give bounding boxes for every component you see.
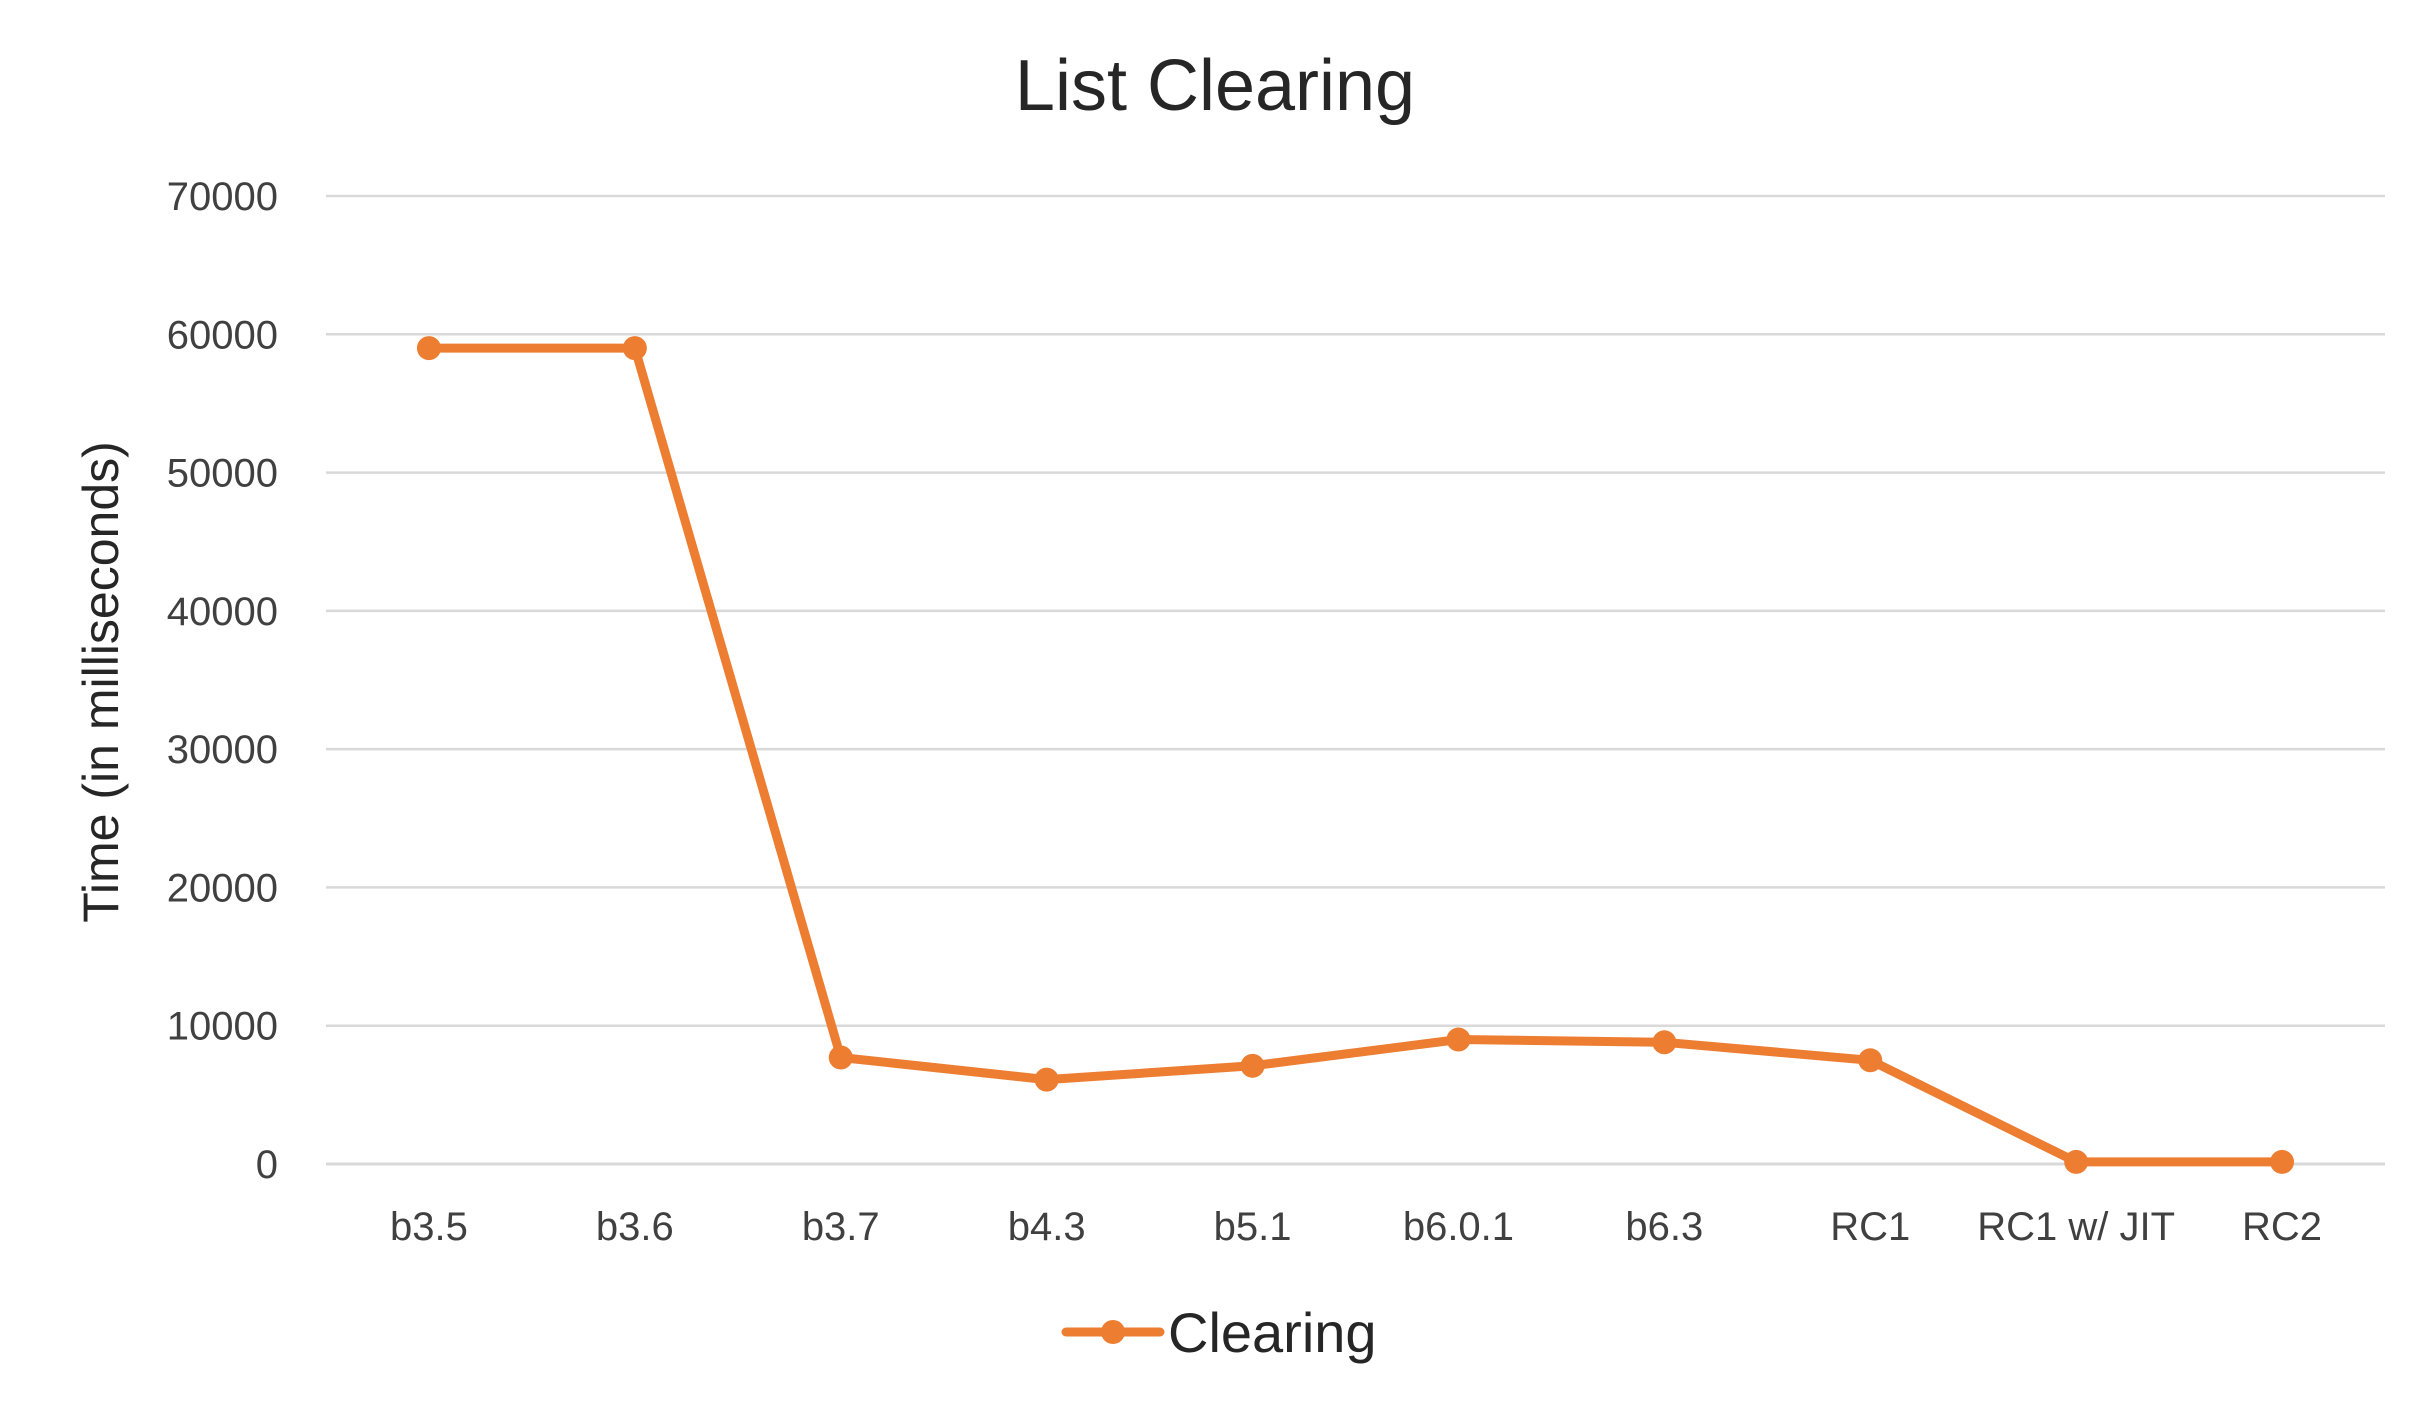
x-tick-label: RC2 — [2242, 1205, 2322, 1249]
y-tick-label-40000: 40000 — [167, 590, 278, 634]
x-tick-label: b3.5 — [390, 1205, 468, 1249]
data-point[interactable] — [2064, 1149, 2089, 1174]
data-point[interactable] — [1240, 1053, 1265, 1078]
data-point[interactable] — [1446, 1027, 1471, 1052]
y-tick-label-50000: 50000 — [167, 452, 278, 496]
y-tick-label-10000: 10000 — [167, 1005, 278, 1049]
y-tick-label-0: 0 — [256, 1143, 278, 1187]
legend-label-clearing: Clearing — [1168, 1301, 1377, 1364]
x-tick-label: b6.3 — [1625, 1205, 1703, 1249]
y-tick-label-30000: 30000 — [167, 728, 278, 772]
y-tick-label-70000: 70000 — [167, 175, 278, 219]
x-tick-label: b3.6 — [596, 1205, 674, 1249]
legend[interactable]: Clearing — [1061, 1301, 1377, 1364]
x-tick-label: b4.3 — [1008, 1205, 1086, 1249]
series-layer — [416, 336, 2295, 1174]
x-tick-label: b3.7 — [802, 1205, 880, 1249]
y-axis-tick-labels: 0 10000 20000 30000 40000 50000 60000 70000 — [167, 175, 278, 1187]
y-tick-label-60000: 60000 — [167, 313, 278, 357]
x-tick-label: RC1 w/ JIT — [1977, 1205, 2175, 1249]
data-point[interactable] — [1034, 1067, 1059, 1092]
x-tick-label: RC1 — [1830, 1205, 1910, 1249]
data-point[interactable] — [416, 336, 441, 361]
x-tick-label: b6.0.1 — [1403, 1205, 1514, 1249]
data-point[interactable] — [1858, 1048, 1883, 1073]
data-point[interactable] — [2270, 1149, 2295, 1174]
data-point[interactable] — [1652, 1030, 1677, 1055]
data-point[interactable] — [622, 336, 647, 361]
y-tick-label-20000: 20000 — [167, 866, 278, 910]
x-axis-tick-labels: b3.5 b3.6 b3.7 b4.3 b5.1 b6.0.1 b6.3 RC1 RC1 w/ … — [390, 1205, 2322, 1249]
legend-point-marker — [1101, 1320, 1125, 1344]
data-point[interactable] — [828, 1045, 853, 1070]
y-axis-title: Time (in milliseconds) — [73, 441, 129, 923]
series-line-clearing — [424, 343, 2287, 1167]
x-tick-label: b5.1 — [1214, 1205, 1292, 1249]
chart-title: List Clearing — [1015, 46, 1415, 126]
